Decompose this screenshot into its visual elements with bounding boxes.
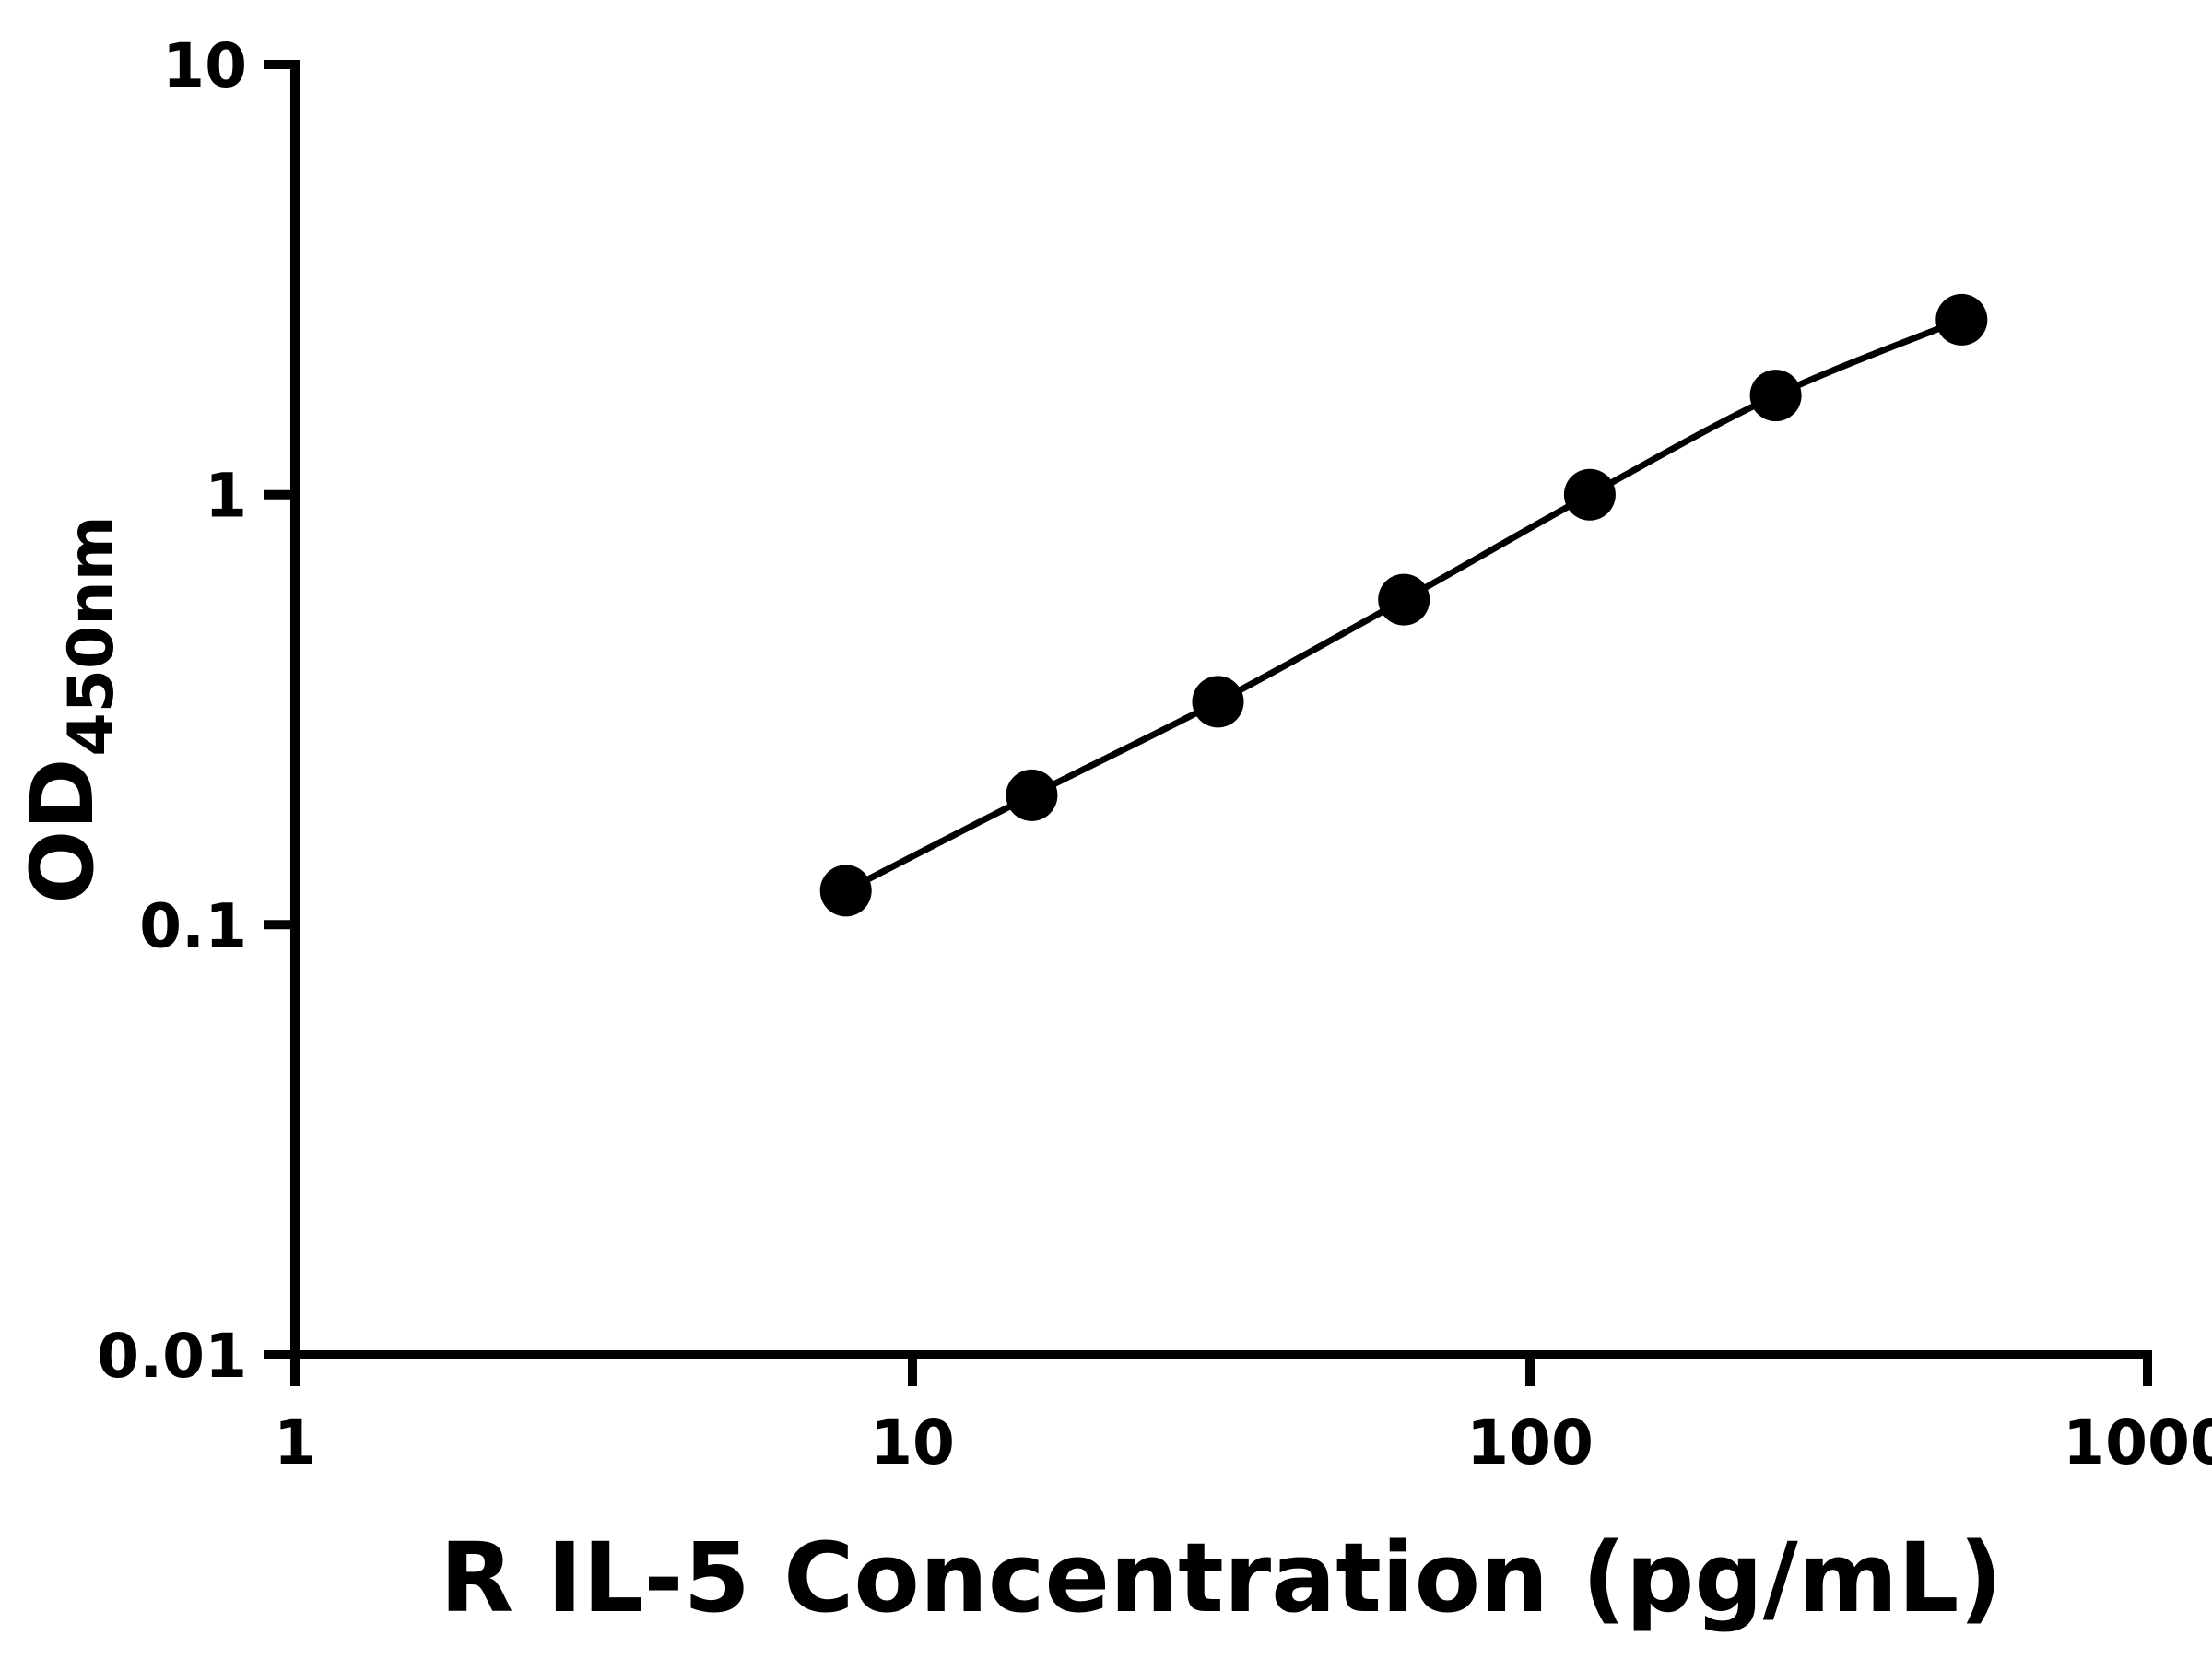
x-tick-label: 1	[274, 1407, 316, 1478]
x-tick-label: 1000	[2063, 1407, 2212, 1478]
y-tick-label: 0.1	[139, 890, 247, 961]
x-axis-title: R IL-5 Concentration (pg/mL)	[440, 1522, 2003, 1634]
data-point-marker	[1378, 573, 1430, 626]
data-point-marker	[1192, 676, 1244, 728]
y-tick-label: 10	[162, 30, 247, 101]
data-point-marker	[819, 865, 872, 917]
data-point-marker	[1006, 769, 1058, 821]
data-point-marker	[1563, 468, 1616, 521]
y-tick-label: 1	[205, 461, 247, 532]
y-axis-title-subscript: 450nm	[55, 515, 128, 756]
y-axis-title: OD450nm	[13, 515, 128, 903]
y-tick-label: 0.01	[97, 1321, 247, 1392]
y-axis-title-main: OD	[13, 759, 113, 904]
x-tick-label: 100	[1466, 1407, 1594, 1478]
data-point-marker	[1749, 370, 1802, 422]
x-tick-label: 10	[870, 1407, 955, 1478]
data-point-marker	[1936, 293, 1988, 346]
